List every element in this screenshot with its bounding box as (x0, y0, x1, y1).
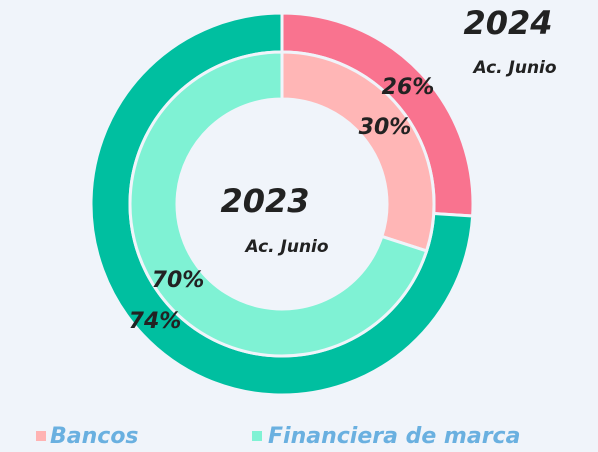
rings (89, 11, 475, 397)
legend-swatch (252, 431, 262, 441)
inner-ring-subtitle: Ac. Junio (243, 237, 328, 257)
legend-swatch (36, 431, 46, 441)
outer-ring-title: 2024 (463, 4, 552, 42)
data-label: 70% (152, 268, 205, 293)
legend-label: Bancos (50, 424, 139, 449)
donut-segment (128, 50, 429, 358)
data-label: 74% (129, 309, 182, 334)
inner-ring-title: 2023 (220, 182, 309, 220)
outer-ring-subtitle: Ac. Junio (471, 58, 556, 78)
data-label: 30% (359, 115, 412, 140)
legend-label: Financiera de marca (268, 424, 520, 449)
data-label: 26% (382, 75, 435, 100)
